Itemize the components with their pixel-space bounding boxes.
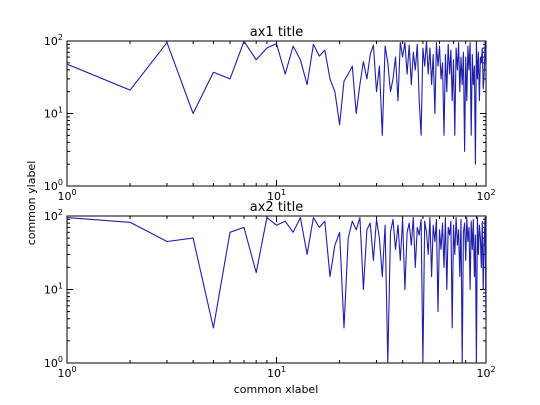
ax2-series-line bbox=[67, 217, 486, 363]
ax1-x-tick-label: 102 bbox=[476, 188, 495, 203]
ax2-x-tick-label: 101 bbox=[267, 365, 286, 380]
ax2-x-tick-label: 102 bbox=[476, 365, 495, 380]
ax2-y-tick-label: 102 bbox=[44, 208, 63, 223]
ax1-title: ax1 title bbox=[250, 25, 303, 40]
common-ylabel: common ylabel bbox=[25, 161, 38, 246]
ax2-x-tick-label: 100 bbox=[57, 365, 76, 380]
ax1-y-tick-label: 102 bbox=[44, 33, 63, 48]
ax1-x-tick-label: 100 bbox=[57, 188, 76, 203]
ax1-y-tick-label: 101 bbox=[44, 106, 63, 121]
ax1-frame bbox=[66, 40, 487, 187]
ax1-series-line bbox=[67, 41, 486, 165]
ax2-title: ax2 title bbox=[250, 200, 303, 215]
common-xlabel: common xlabel bbox=[234, 383, 319, 396]
ax2-y-tick-label: 101 bbox=[44, 282, 63, 297]
